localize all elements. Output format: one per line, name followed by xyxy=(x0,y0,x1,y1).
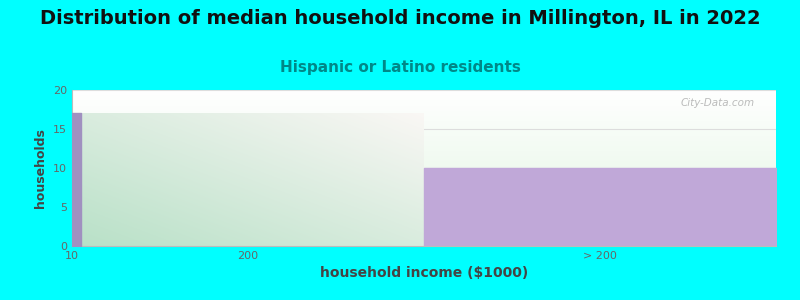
Text: Hispanic or Latino residents: Hispanic or Latino residents xyxy=(279,60,521,75)
Y-axis label: households: households xyxy=(34,128,47,208)
Text: City-Data.com: City-Data.com xyxy=(681,98,755,108)
X-axis label: household income ($1000): household income ($1000) xyxy=(320,266,528,280)
Text: Distribution of median household income in Millington, IL in 2022: Distribution of median household income … xyxy=(40,9,760,28)
